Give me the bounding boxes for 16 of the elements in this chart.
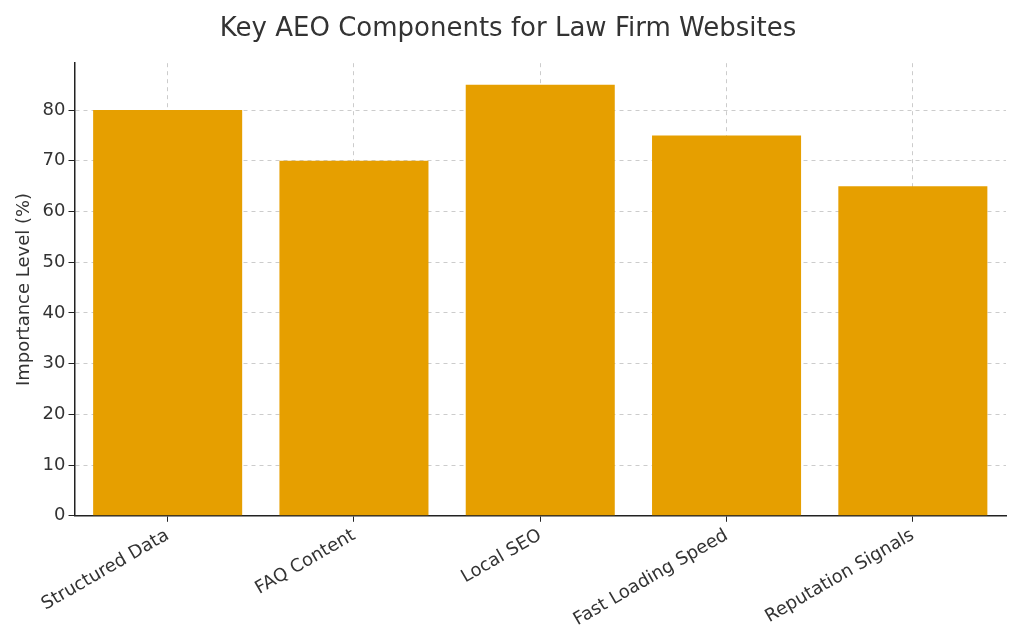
bar bbox=[838, 186, 988, 516]
chart-title: Key AEO Components for Law Firm Websites bbox=[219, 12, 797, 43]
bar bbox=[279, 160, 429, 516]
y-tick-label: 30 bbox=[42, 351, 66, 373]
bar bbox=[93, 110, 243, 516]
bar bbox=[465, 84, 615, 516]
y-tick-label: 0 bbox=[54, 503, 66, 525]
y-tick-label: 10 bbox=[42, 452, 66, 474]
y-tick-label: 60 bbox=[42, 199, 66, 221]
y-tick-label: 20 bbox=[42, 402, 66, 424]
y-axis-title: Importance Level (%) bbox=[12, 192, 34, 387]
y-tick-label: 70 bbox=[42, 148, 66, 170]
y-tick-label: 50 bbox=[42, 249, 66, 271]
bar bbox=[652, 135, 802, 516]
y-tick-label: 40 bbox=[42, 300, 66, 322]
y-tick-label: 80 bbox=[42, 97, 66, 119]
